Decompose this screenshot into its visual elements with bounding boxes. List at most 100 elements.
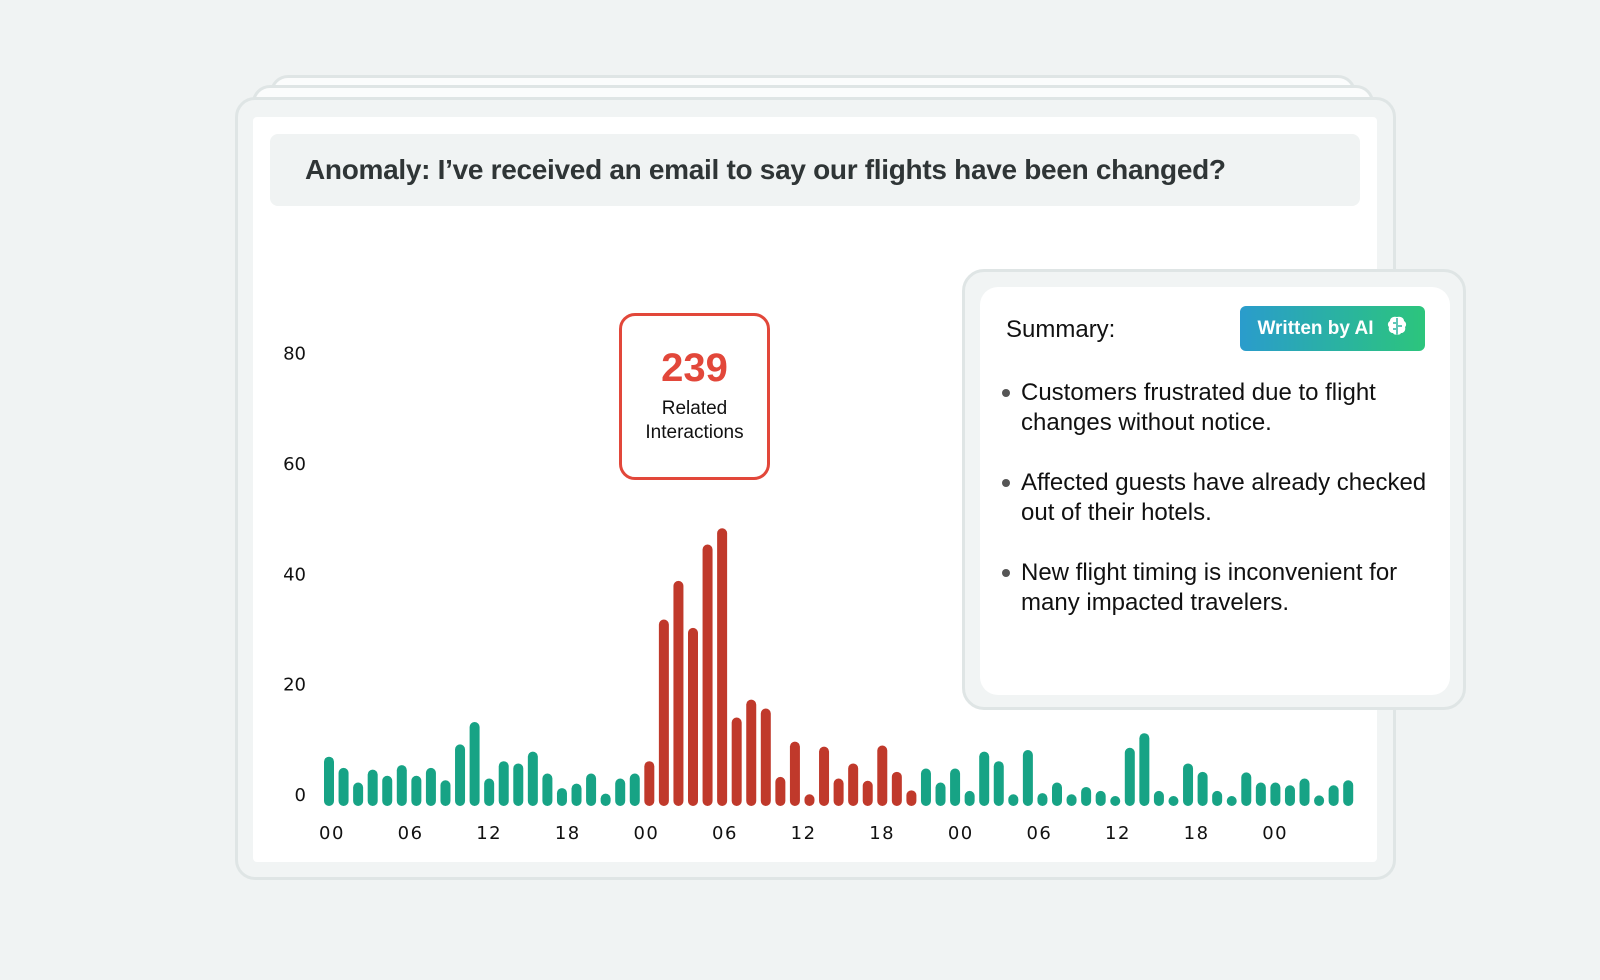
- bar: [455, 744, 466, 806]
- related-interactions-callout[interactable]: 239 Related Interactions: [619, 313, 770, 480]
- bar: [964, 790, 975, 806]
- summary-title: Summary:: [1006, 316, 1116, 343]
- x-tick-label: 18: [555, 823, 581, 844]
- anomaly-bar: [804, 794, 815, 806]
- bar: [1270, 782, 1281, 806]
- y-tick-label: 80: [283, 344, 306, 365]
- summary-bullet: Customers frustrated due to flight chang…: [1002, 378, 1432, 438]
- bar: [1124, 747, 1135, 806]
- bar: [498, 761, 509, 806]
- summary-bullet: New flight timing is inconvenient for ma…: [1002, 558, 1432, 618]
- bar: [556, 788, 567, 806]
- y-tick-label: 60: [283, 454, 306, 475]
- bar: [324, 756, 334, 806]
- related-interactions-label: Related Interactions: [622, 397, 767, 445]
- bar: [935, 782, 946, 806]
- anomaly-bar: [789, 741, 800, 806]
- bar: [338, 767, 349, 806]
- brain-icon: [1386, 315, 1408, 343]
- bar: [484, 778, 495, 806]
- bullet-text: Affected guests have already checked out…: [1021, 469, 1427, 526]
- x-tick-label: 12: [476, 823, 502, 844]
- written-by-ai-badge[interactable]: Written by AI: [1240, 306, 1425, 351]
- bar: [1052, 782, 1062, 806]
- bullet-text: Customers frustrated due to flight chang…: [1021, 379, 1376, 436]
- summary-card-body: [980, 287, 1450, 695]
- label-line-2: Interactions: [645, 422, 744, 443]
- bar: [629, 773, 640, 806]
- bar: [1110, 796, 1121, 806]
- x-tick-label: 00: [1262, 823, 1288, 844]
- anomaly-bar: [775, 776, 786, 806]
- anomaly-bar: [702, 544, 713, 806]
- bar: [920, 768, 931, 806]
- bar: [1022, 750, 1033, 806]
- summary-bullet: Affected guests have already checked out…: [1002, 468, 1432, 528]
- bar: [993, 761, 1004, 806]
- bar: [1037, 793, 1048, 806]
- x-tick-label: 00: [319, 823, 345, 844]
- summary-bullets: Customers frustrated due to flight chang…: [1002, 378, 1432, 648]
- anomaly-bar: [848, 763, 859, 806]
- bar: [586, 773, 597, 806]
- bar: [527, 751, 538, 806]
- bar: [1284, 785, 1295, 806]
- bar: [1066, 794, 1077, 806]
- anomaly-bar: [891, 771, 902, 806]
- x-tick-label: 00: [948, 823, 974, 844]
- y-tick-label: 20: [283, 675, 306, 696]
- bullet-dot-icon: [1002, 479, 1010, 487]
- bullet-dot-icon: [1002, 569, 1010, 577]
- anomaly-bar: [658, 619, 669, 806]
- x-tick-label: 12: [1105, 823, 1131, 844]
- anomaly-bar: [877, 745, 888, 806]
- x-tick-label: 18: [869, 823, 895, 844]
- bar: [979, 751, 990, 806]
- bar: [1328, 785, 1339, 806]
- bar: [1197, 771, 1208, 806]
- anomaly-bar: [760, 708, 771, 806]
- bar: [1226, 796, 1237, 806]
- bar: [1081, 786, 1092, 806]
- label-line-1: Related: [661, 398, 728, 419]
- anomaly-bar: [688, 627, 698, 806]
- bar: [1299, 778, 1310, 806]
- bar: [1212, 790, 1223, 806]
- bar: [615, 778, 626, 806]
- bar: [542, 773, 553, 806]
- anomaly-bar: [673, 580, 684, 806]
- bar: [1153, 790, 1164, 806]
- bar: [1314, 795, 1325, 806]
- x-tick-label: 18: [1184, 823, 1210, 844]
- x-tick-label: 06: [398, 823, 424, 844]
- anomaly-title: Anomaly: I’ve received an email to say o…: [270, 134, 1360, 206]
- bar: [367, 769, 378, 806]
- bar: [382, 775, 393, 806]
- anomaly-bar: [833, 778, 844, 806]
- bar: [950, 768, 961, 806]
- anomaly-bar: [717, 528, 728, 806]
- y-tick-label: 40: [283, 564, 306, 585]
- x-tick-label: 00: [633, 823, 659, 844]
- bar: [1241, 772, 1252, 806]
- x-tick-label: 06: [712, 823, 738, 844]
- anomaly-bar: [731, 717, 742, 806]
- bar: [396, 765, 407, 806]
- bar: [1343, 780, 1354, 806]
- bar: [513, 763, 524, 806]
- bar: [1008, 794, 1019, 806]
- x-tick-label: 12: [791, 823, 817, 844]
- bar: [1168, 796, 1179, 806]
- bar: [600, 793, 611, 806]
- bar: [571, 783, 582, 806]
- bar: [1139, 733, 1150, 806]
- anomaly-bar: [746, 699, 757, 806]
- bullet-dot-icon: [1002, 389, 1010, 397]
- y-tick-label: 0: [295, 785, 306, 806]
- anomaly-bar: [862, 780, 873, 806]
- bar: [353, 782, 364, 806]
- anomaly-bar: [644, 761, 655, 806]
- x-tick-label: 06: [1026, 823, 1052, 844]
- bar: [440, 780, 451, 806]
